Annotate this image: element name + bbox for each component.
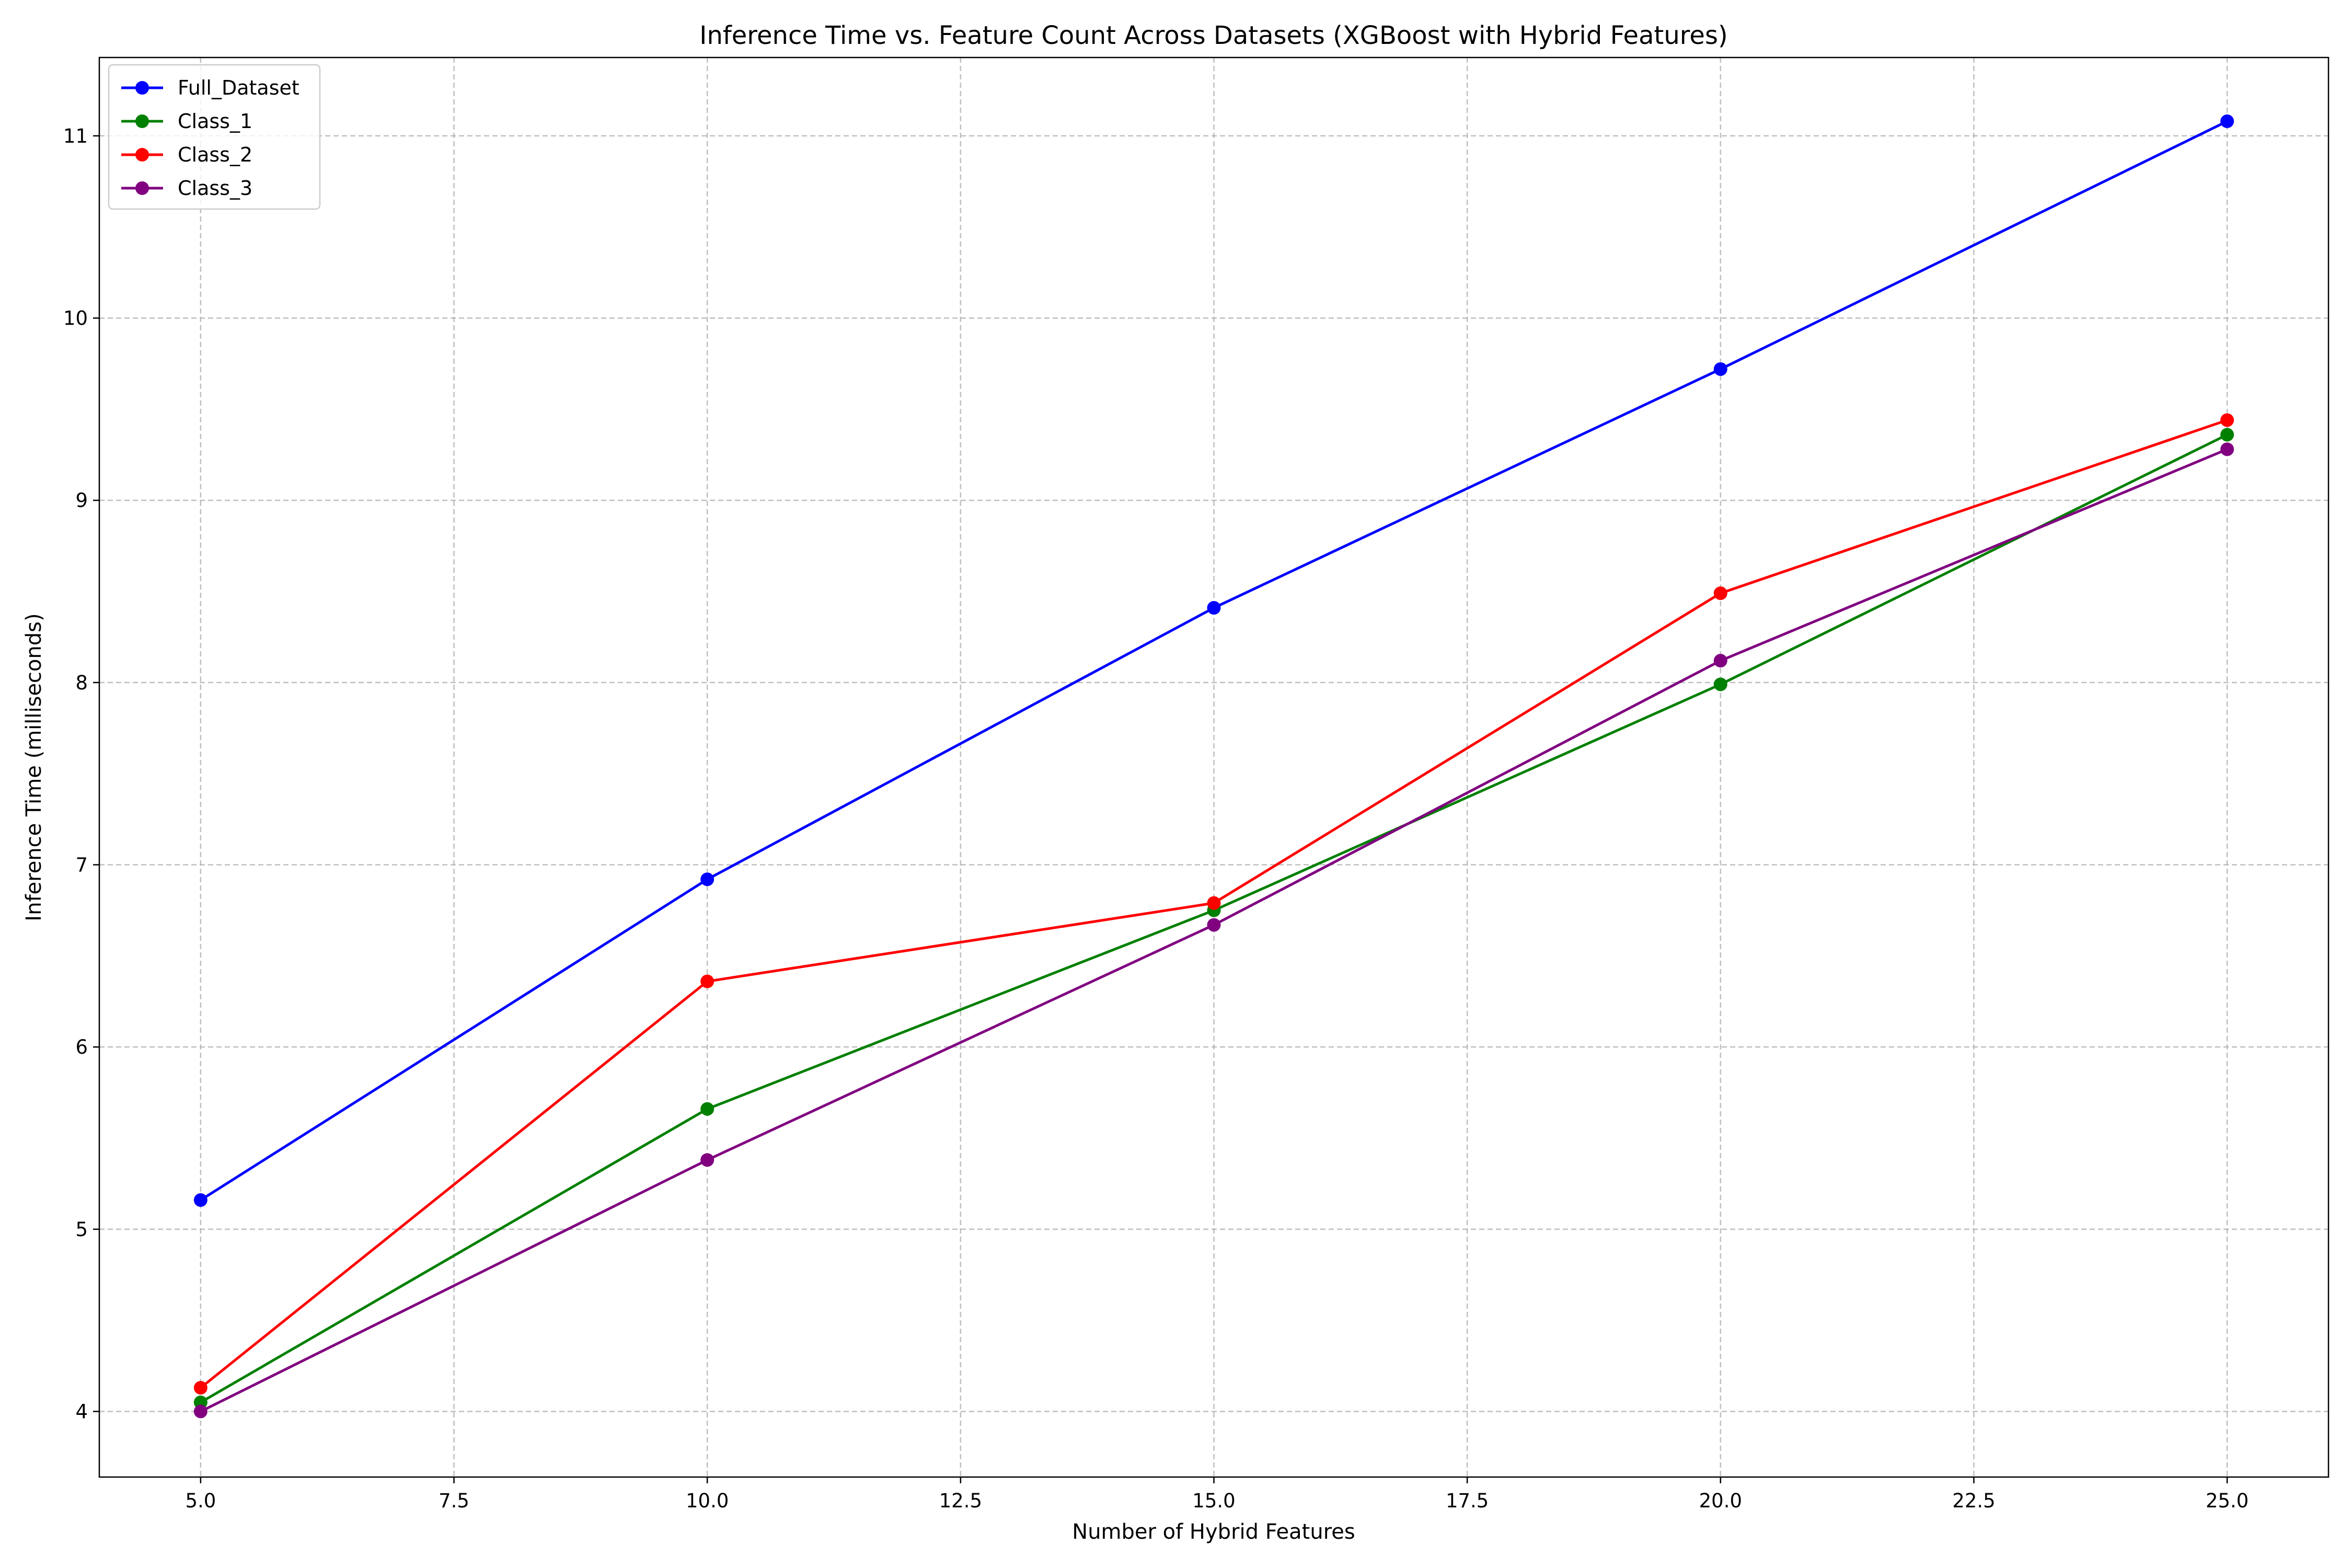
data-point-class-3 — [700, 1153, 714, 1167]
legend-label-class-3: Class_3 — [178, 177, 252, 200]
x-axis-ticks: 5.0 7.5 10.0 12.5 15.0 17.5 20.0 22.5 25.0 — [185, 1477, 2249, 1512]
x-tick-label: 7.5 — [439, 1490, 469, 1512]
data-point-full-dataset — [193, 1193, 207, 1207]
y-tick-label: 11 — [63, 125, 88, 147]
y-tick-label: 4 — [75, 1400, 88, 1423]
series-full-dataset — [193, 114, 2234, 1207]
legend-item-class-3: Class_3 — [121, 177, 252, 200]
legend-item-class-1: Class_1 — [121, 110, 252, 133]
y-axis-label: Inference Time (milliseconds) — [22, 613, 46, 921]
x-tick-label: 10.0 — [686, 1490, 729, 1512]
legend-label-full-dataset: Full_Dataset — [178, 76, 299, 99]
y-axis-ticks: 4 5 6 7 8 9 10 11 — [63, 125, 99, 1423]
series-class-3 — [193, 442, 2234, 1419]
x-tick-label: 12.5 — [939, 1490, 982, 1512]
y-tick-label: 7 — [75, 854, 88, 877]
data-point-class-3 — [1713, 654, 1727, 668]
legend-item-full-dataset: Full_Dataset — [121, 76, 299, 99]
x-axis-label: Number of Hybrid Features — [1072, 1520, 1355, 1544]
data-point-class-2 — [1713, 586, 1727, 601]
legend-box — [108, 64, 321, 210]
series-layer — [193, 114, 2234, 1419]
series-class-2 — [193, 413, 2234, 1395]
series-class-1 — [193, 428, 2234, 1410]
data-point-class-2 — [193, 1381, 207, 1395]
data-point-class-1 — [2220, 428, 2234, 442]
data-point-class-2 — [700, 974, 714, 988]
x-tick-label: 17.5 — [1446, 1490, 1489, 1512]
data-point-class-2 — [2220, 413, 2234, 427]
x-tick-label: 20.0 — [1699, 1490, 1742, 1512]
data-point-class-3 — [1207, 918, 1221, 932]
y-tick-label: 9 — [75, 489, 88, 512]
legend-marker-class-2 — [135, 148, 149, 162]
x-tick-label: 25.0 — [2206, 1490, 2249, 1512]
legend-label-class-1: Class_1 — [178, 110, 252, 133]
data-point-class-1 — [700, 1102, 714, 1116]
y-tick-label: 6 — [75, 1036, 88, 1058]
data-point-class-3 — [2220, 442, 2234, 456]
y-tick-label: 8 — [75, 672, 88, 694]
y-tick-label: 5 — [75, 1218, 88, 1241]
grid-lines — [99, 57, 2328, 1477]
legend-item-class-2: Class_2 — [121, 143, 252, 166]
x-tick-label: 15.0 — [1192, 1490, 1235, 1512]
legend: Full_Dataset Class_1 Class_2 Class_3 — [108, 64, 321, 210]
data-point-class-2 — [1207, 896, 1221, 910]
x-tick-label: 5.0 — [185, 1490, 216, 1512]
data-point-full-dataset — [700, 872, 714, 886]
data-point-full-dataset — [1713, 362, 1727, 376]
legend-marker-class-3 — [135, 181, 149, 195]
data-point-full-dataset — [2220, 114, 2234, 129]
x-tick-label: 22.5 — [1952, 1490, 1995, 1512]
data-point-class-3 — [193, 1404, 207, 1419]
legend-label-class-2: Class_2 — [178, 143, 252, 166]
data-point-class-1 — [1713, 677, 1727, 691]
legend-marker-class-1 — [135, 114, 149, 128]
chart-title: Inference Time vs. Feature Count Across … — [699, 21, 1727, 50]
y-tick-label: 10 — [63, 307, 88, 330]
legend-marker-full-dataset — [135, 81, 149, 95]
data-point-full-dataset — [1207, 601, 1221, 615]
